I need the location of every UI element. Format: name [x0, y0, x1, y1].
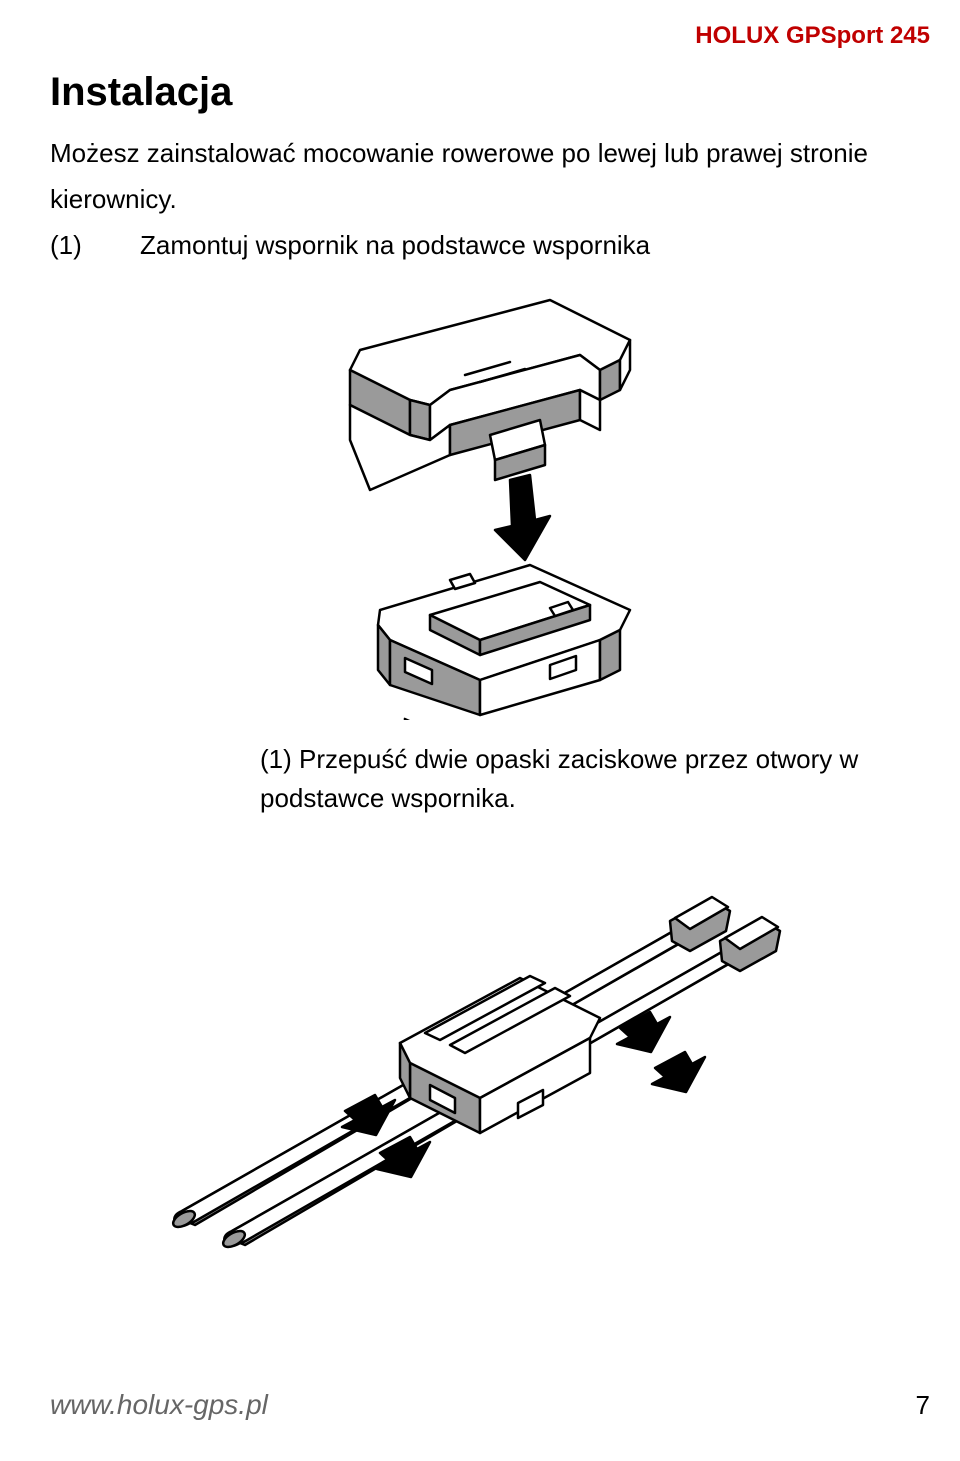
figure-bracket-assembly [250, 280, 710, 720]
model-name: GPSport 245 [786, 22, 930, 49]
intro-text-line2: kierownicy. [50, 179, 910, 219]
step-1-text: Zamontuj wspornik na podstawce wspornika [140, 226, 910, 265]
figure-cable-ties [120, 833, 840, 1253]
step-1: (1) Zamontuj wspornik na podstawce wspor… [50, 226, 910, 265]
footer-page-number: 7 [916, 1390, 930, 1421]
footer-url: www.holux-gps.pl [50, 1389, 268, 1421]
step-1-number: (1) [50, 226, 140, 265]
document-header: HOLUX GPSport 245 [695, 22, 930, 50]
step-2: (1) Przepuść dwie opaski zaciskowe przez… [260, 740, 910, 818]
step-2-number: (1) [260, 744, 292, 774]
page-footer: www.holux-gps.pl 7 [50, 1389, 930, 1421]
page-title: Instalacja [50, 70, 910, 115]
brand-name: HOLUX [695, 22, 779, 49]
step-2-text: Przepuść dwie opaski zaciskowe przez otw… [260, 744, 858, 813]
intro-text-line1: Możesz zainstalować mocowanie rowerowe p… [50, 133, 910, 173]
